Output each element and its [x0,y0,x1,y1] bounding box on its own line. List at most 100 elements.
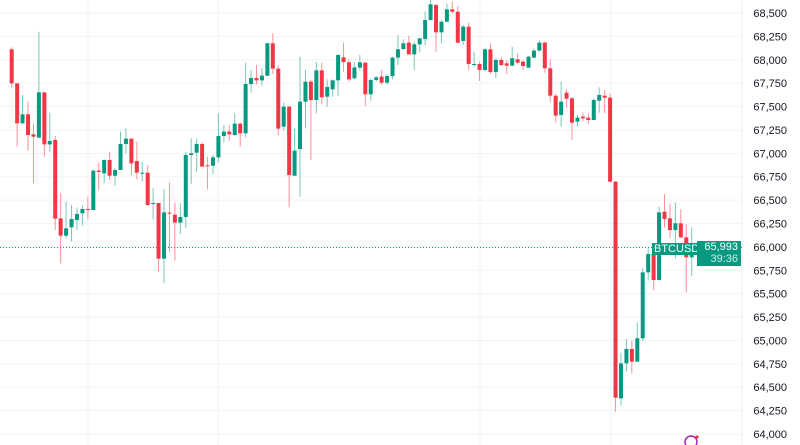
candle-down [156,202,161,272]
candle-up [178,203,183,234]
candle-body [385,75,390,83]
candle-body [444,9,449,22]
candle-body [412,44,417,55]
candle-body [624,348,629,364]
candle-body [395,49,400,58]
candle-body [53,139,58,219]
candle-body [629,348,634,362]
candle-body [64,228,69,236]
candle-up [439,20,444,44]
candle-up [113,168,118,186]
candle-body [618,363,623,399]
candle-down [31,123,36,184]
candle-body [134,161,139,173]
candle-up [249,69,254,93]
candle-body [673,223,678,231]
candle-body [531,50,536,58]
candle-up [423,11,428,45]
price-tick-label: 66,250 [753,219,787,231]
candle-body [74,213,79,221]
candle-up [575,114,580,127]
candle-body [667,218,672,231]
candle-body [314,70,319,101]
candle-down [42,92,47,157]
candle-up [444,3,449,23]
candle-body [162,212,167,259]
candle-up [189,138,194,185]
candle-body [292,150,297,176]
candle-body [254,78,259,81]
candle-up [325,79,330,107]
candle-down [580,112,585,122]
candle-body [548,68,553,96]
candle-body [602,95,607,98]
candle-body [521,61,526,66]
candle-down [553,94,558,123]
candle-down [488,43,493,74]
candle-down [167,182,172,252]
candle-body [406,42,411,55]
candle-up [216,113,221,163]
candle-up [303,69,308,129]
candle-body [580,116,585,119]
candle-body [91,170,96,211]
candle-body [363,62,368,95]
candle-body [123,138,128,144]
logo-icon [684,435,699,445]
candle-down [9,47,14,88]
candle-up [368,78,373,101]
candle-up [395,34,400,66]
price-tick-label: 66,750 [753,172,787,184]
price-axis[interactable]: 64,000 64,250 64,500 64,750 65,000 65,250 65,5… [753,8,787,441]
candle-body [151,203,156,205]
candle-up [298,56,303,197]
candle-body [379,76,384,83]
candle-down [379,69,384,86]
candle-body [526,56,531,68]
price-tick-label: 64,750 [753,359,787,371]
candle-down [434,4,439,52]
candle-body [129,138,134,164]
candle-body [537,42,542,51]
candle-body [276,68,281,129]
price-tick-label: 68,500 [753,8,787,20]
candle-body [221,131,226,137]
candle-body [423,20,428,40]
candle-body [31,134,36,137]
candle-down [107,151,112,180]
candle-body [461,26,466,41]
candle-body [390,57,395,76]
candle-body [678,223,683,238]
candle-body [20,114,25,124]
candle-body [227,131,232,135]
candle-body [542,42,547,69]
candle-down [548,59,553,103]
candle-up [151,188,156,220]
candle-body [346,62,351,80]
candle-up [357,55,362,71]
candle-body [504,63,509,66]
symbol-label: BTCUSD [652,243,702,255]
candle-down [145,165,150,206]
candle-body [178,216,183,223]
candle-up [102,159,107,184]
candle-down [521,59,526,70]
last-price-value: 65,993 [704,241,738,253]
candle-up [591,98,596,121]
candle-body [36,92,41,138]
candle-body [281,106,286,127]
candle-down [477,61,482,82]
candle-up [461,24,466,45]
candle-up [64,201,69,239]
last-price-label: 65,993 39:36 [697,241,741,266]
candle-body [357,62,362,68]
candle-up [597,87,602,113]
candle-down [450,1,455,14]
candle-down [515,53,520,65]
candle-up [314,62,319,114]
candle-up [265,42,270,76]
candle-body [591,100,596,121]
candle-up [417,37,422,53]
candle-up [646,248,651,281]
